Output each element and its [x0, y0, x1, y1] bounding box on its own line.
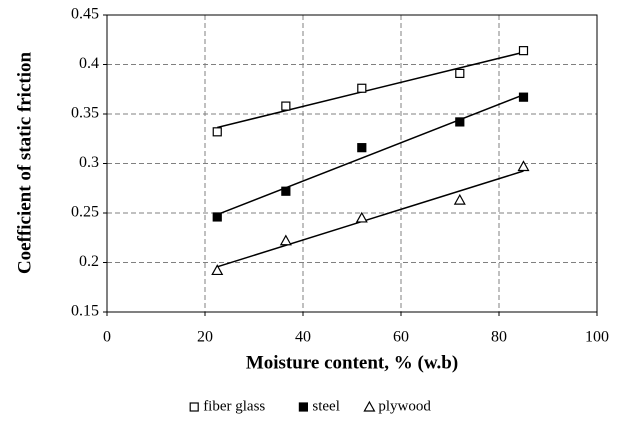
marker: [453, 193, 466, 205]
marker: [281, 101, 291, 111]
marker: [279, 234, 292, 246]
marker: [357, 83, 367, 93]
y-axis-label: Coefficient of static friction: [14, 52, 35, 275]
y-tick-label: 0.15: [71, 303, 99, 320]
x-axis-label: Moisture content, % (w.b): [246, 352, 458, 373]
y-tick-label: 0.3: [79, 154, 99, 171]
x-tick-label: 80: [491, 329, 507, 346]
x-tick-label: 100: [585, 329, 609, 346]
trend-line: [216, 94, 524, 216]
legend-label: plywood: [378, 398, 431, 414]
plot-border: [106, 14, 598, 313]
marker: [211, 264, 224, 276]
trend-line: [217, 170, 524, 268]
trend-line: [217, 51, 524, 129]
legend-label: fiber glass: [203, 398, 265, 414]
marker: [298, 402, 308, 412]
x-tick-label: 40: [295, 329, 311, 346]
marker: [517, 160, 530, 172]
y-tick-label: 0.2: [79, 253, 99, 270]
x-tick-label: 60: [393, 329, 409, 346]
marker: [212, 127, 222, 137]
marker: [212, 212, 222, 222]
marker: [455, 117, 465, 127]
marker: [455, 68, 465, 79]
marker: [281, 186, 291, 196]
marker: [357, 143, 367, 153]
x-tick-label: 20: [197, 329, 213, 346]
y-tick-label: 0.45: [71, 6, 99, 23]
x-tick-label: 0: [103, 329, 111, 346]
marker: [355, 211, 368, 223]
marker: [518, 46, 529, 56]
marker: [518, 92, 529, 102]
legend-label: steel: [312, 398, 340, 414]
marker: [189, 402, 199, 412]
y-tick-label: 0.4: [79, 55, 99, 72]
y-tick-label: 0.25: [71, 204, 99, 221]
marker: [363, 400, 376, 412]
y-tick-label: 0.35: [71, 105, 99, 122]
